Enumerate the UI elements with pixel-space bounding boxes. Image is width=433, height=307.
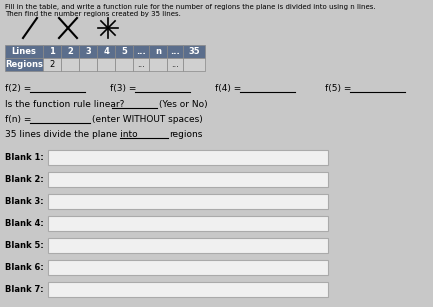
Bar: [133, 58, 149, 71]
Text: Blank 1:: Blank 1:: [5, 153, 44, 162]
Text: 2: 2: [67, 47, 73, 56]
Text: Blank 3:: Blank 3:: [5, 197, 44, 206]
Text: f(4) =: f(4) =: [215, 84, 241, 93]
Text: Is the function rule linear?: Is the function rule linear?: [5, 100, 124, 109]
Bar: [48, 150, 328, 165]
Bar: [133, 45, 149, 58]
Bar: [97, 58, 115, 71]
Bar: [183, 45, 205, 58]
Text: ...: ...: [170, 47, 180, 56]
Bar: [48, 282, 328, 297]
Bar: [48, 194, 328, 209]
Bar: [97, 45, 115, 58]
Text: Lines: Lines: [12, 47, 36, 56]
Bar: [79, 58, 97, 71]
Bar: [43, 45, 61, 58]
Bar: [115, 58, 133, 71]
Text: Regions: Regions: [5, 60, 43, 69]
Bar: [167, 58, 183, 71]
Text: 5: 5: [121, 47, 127, 56]
Text: Blank 2:: Blank 2:: [5, 175, 44, 184]
Text: n: n: [155, 47, 161, 56]
Text: 35: 35: [188, 47, 200, 56]
Text: 2: 2: [49, 60, 55, 69]
Text: ...: ...: [137, 60, 145, 69]
Bar: [79, 45, 97, 58]
Text: f(3) =: f(3) =: [110, 84, 136, 93]
Text: f(n) =: f(n) =: [5, 115, 31, 124]
Text: Blank 7:: Blank 7:: [5, 285, 44, 294]
Bar: [48, 260, 328, 275]
Bar: [43, 58, 61, 71]
Bar: [115, 45, 133, 58]
Text: Blank 5:: Blank 5:: [5, 241, 44, 250]
Text: ...: ...: [136, 47, 146, 56]
Bar: [48, 238, 328, 253]
Bar: [48, 216, 328, 231]
Text: Fill in the table, and write a function rule for the number of regions the plane: Fill in the table, and write a function …: [5, 4, 375, 10]
Text: 1: 1: [49, 47, 55, 56]
Text: f(5) =: f(5) =: [325, 84, 351, 93]
Bar: [61, 58, 79, 71]
Text: regions: regions: [169, 130, 203, 139]
Text: Blank 4:: Blank 4:: [5, 219, 44, 228]
Bar: [149, 58, 167, 71]
Text: 4: 4: [103, 47, 109, 56]
Bar: [149, 45, 167, 58]
Text: (Yes or No): (Yes or No): [159, 100, 208, 109]
Bar: [48, 172, 328, 187]
Bar: [5, 58, 43, 71]
Bar: [167, 45, 183, 58]
Text: ...: ...: [171, 60, 179, 69]
Bar: [61, 45, 79, 58]
Text: 35 lines divide the plane into: 35 lines divide the plane into: [5, 130, 138, 139]
Text: Blank 6:: Blank 6:: [5, 263, 44, 272]
Bar: [5, 45, 43, 58]
Text: 3: 3: [85, 47, 91, 56]
Text: (enter WITHOUT spaces): (enter WITHOUT spaces): [92, 115, 203, 124]
Text: Then find the number regions created by 35 lines.: Then find the number regions created by …: [5, 11, 181, 17]
Bar: [183, 58, 205, 71]
Text: f(2) =: f(2) =: [5, 84, 31, 93]
